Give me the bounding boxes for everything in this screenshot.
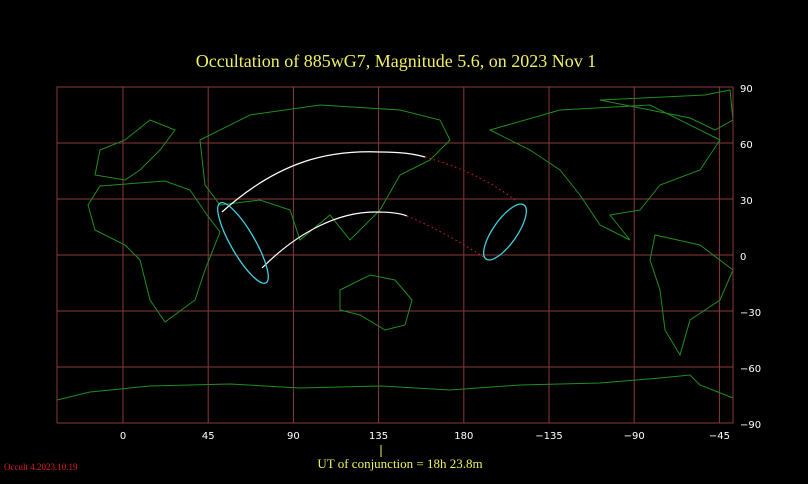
north-limit-daylight [424,156,516,201]
lat-label: −90 [740,420,761,431]
lon-label: 135 [369,431,388,442]
lon-label: 45 [202,431,215,442]
lat-label: 30 [740,196,753,207]
north-limit [221,151,426,213]
title: Occultation of 885wG7, Magnitude 5.6, on… [196,51,596,71]
coastline [199,104,451,241]
coastline [56,374,734,401]
occultation-paths [217,151,527,284]
coastline [94,119,176,181]
lon-label: −45 [709,431,730,442]
rise-set-curve [483,203,527,261]
south-limit-daylight [406,215,486,259]
lon-label: 0 [120,431,126,442]
conjunction-time: UT of conjunction = 18h 23.8m [317,456,482,471]
coastline [339,274,413,331]
coastline [87,180,221,323]
lon-label: 90 [287,431,300,442]
south-limit [261,211,408,269]
map-frame [56,86,734,424]
lon-label: −135 [535,431,562,442]
version: Occult 4.2023.10.19 [4,462,78,472]
coastlines [56,89,734,401]
lat-label: −60 [740,364,761,375]
lat-label: 60 [740,140,753,151]
lat-label: 0 [740,252,746,263]
coastline [649,234,734,357]
coastline [488,104,721,241]
rise-set-curve [217,202,269,284]
lon-label: −90 [624,431,645,442]
grid [57,87,733,423]
lon-label: 180 [454,431,473,442]
lat-label: −30 [740,308,761,319]
lat-label: 90 [740,84,753,95]
